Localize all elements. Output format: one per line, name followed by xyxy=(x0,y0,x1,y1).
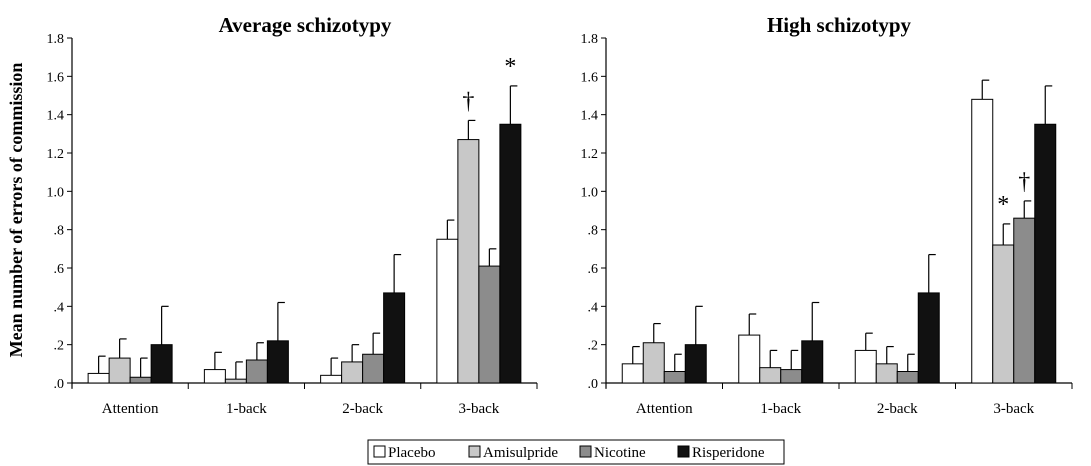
y-tick-label: .2 xyxy=(54,339,65,354)
legend-swatch-nicotine xyxy=(579,445,592,458)
bar-amisulpride xyxy=(642,342,665,384)
y-tick-label: .4 xyxy=(588,300,599,315)
legend-label: Nicotine xyxy=(594,445,646,461)
panel-title: High schizotypy xyxy=(767,13,912,37)
y-tick-label: 1.0 xyxy=(47,185,65,200)
bar-amisulpride xyxy=(457,139,480,384)
legend-label: Amisulpride xyxy=(483,445,558,461)
legend-swatch-risperidone xyxy=(677,445,690,458)
bar-risperidone xyxy=(266,340,289,384)
y-tick-label: .0 xyxy=(54,377,65,392)
y-tick-label: .8 xyxy=(54,224,65,239)
y-tick-label: 1.8 xyxy=(581,32,599,47)
significance-marker: † xyxy=(462,88,474,114)
bar-placebo xyxy=(621,363,644,384)
bar-amisulpride xyxy=(108,357,131,384)
y-tick-label: 1.0 xyxy=(581,185,599,200)
bar-amisulpride xyxy=(341,361,364,384)
bar-nicotine xyxy=(663,371,686,384)
panel-high-schizotypy: High schizotypy .0 .2 .4 .6 .8 1.0 1.2 1.4 1.6 1.… xyxy=(581,13,1073,417)
x-tick-label: 2-back xyxy=(877,401,918,417)
legend-frame xyxy=(367,439,785,465)
x-tick-label: 1-back xyxy=(760,401,801,417)
panel-title: Average schizotypy xyxy=(219,13,392,37)
legend-label: Placebo xyxy=(388,445,435,461)
bar-nicotine xyxy=(780,369,803,384)
y-tick-label: 1.2 xyxy=(47,147,65,162)
y-tick-label: .2 xyxy=(588,339,599,354)
legend-label: Risperidone xyxy=(692,445,765,461)
y-tick-label: .0 xyxy=(588,377,599,392)
bar-nicotine xyxy=(896,371,919,384)
bar-risperidone xyxy=(383,292,406,384)
y-tick-label: 1.6 xyxy=(47,70,65,85)
bar-nicotine xyxy=(362,353,385,384)
y-tick-label: 1.4 xyxy=(47,109,65,124)
bar-placebo xyxy=(971,98,994,384)
bar-risperidone xyxy=(684,344,707,384)
bar-risperidone xyxy=(150,344,173,384)
x-tick-label: Attention xyxy=(636,401,693,417)
bar-risperidone xyxy=(917,292,940,384)
x-tick-label: 1-back xyxy=(226,401,267,417)
bar-placebo xyxy=(203,369,226,384)
y-tick-label: .6 xyxy=(54,262,65,277)
x-tick-label: 2-back xyxy=(342,401,383,417)
significance-marker: * xyxy=(504,54,516,80)
bar-placebo xyxy=(854,349,877,384)
significance-marker: * xyxy=(997,192,1009,218)
bar-risperidone xyxy=(1034,123,1057,384)
x-tick-label: 3-back xyxy=(993,401,1034,417)
y-axis-label: Mean number of errors of commission xyxy=(6,63,26,358)
x-tick-label: Attention xyxy=(102,401,159,417)
bar-placebo xyxy=(436,238,459,384)
bar-nicotine xyxy=(1013,217,1036,384)
bar-nicotine xyxy=(478,265,501,384)
y-tick-label: .6 xyxy=(588,262,599,277)
bar-amisulpride xyxy=(759,367,782,384)
bar-amisulpride xyxy=(224,378,247,384)
bar-amisulpride xyxy=(992,244,1015,384)
significance-marker: † xyxy=(1018,169,1030,195)
bar-risperidone xyxy=(499,123,522,384)
y-tick-label: 1.8 xyxy=(47,32,65,47)
legend-swatch-placebo xyxy=(373,445,386,458)
y-tick-label: 1.2 xyxy=(581,147,599,162)
bar-placebo xyxy=(87,372,110,384)
bar-amisulpride xyxy=(875,363,898,384)
y-tick-label: .4 xyxy=(54,300,65,315)
legend: Placebo Amisulpride Nicotine Risperidone xyxy=(367,439,785,465)
bar-nicotine xyxy=(129,376,152,384)
bar-risperidone xyxy=(801,340,824,384)
y-tick-label: .8 xyxy=(588,224,599,239)
bar-placebo xyxy=(738,334,761,384)
bar-placebo xyxy=(320,374,343,384)
y-tick-label: 1.6 xyxy=(581,70,599,85)
x-tick-label: 3-back xyxy=(458,401,499,417)
bar-nicotine xyxy=(245,359,268,384)
y-tick-label: 1.4 xyxy=(581,109,599,124)
legend-swatch-amisulpride xyxy=(468,445,481,458)
panel-average-schizotypy: Average schizotypy .0 .2 .4 .6 .8 1.0 1.2 1.4 1.… xyxy=(47,13,538,417)
